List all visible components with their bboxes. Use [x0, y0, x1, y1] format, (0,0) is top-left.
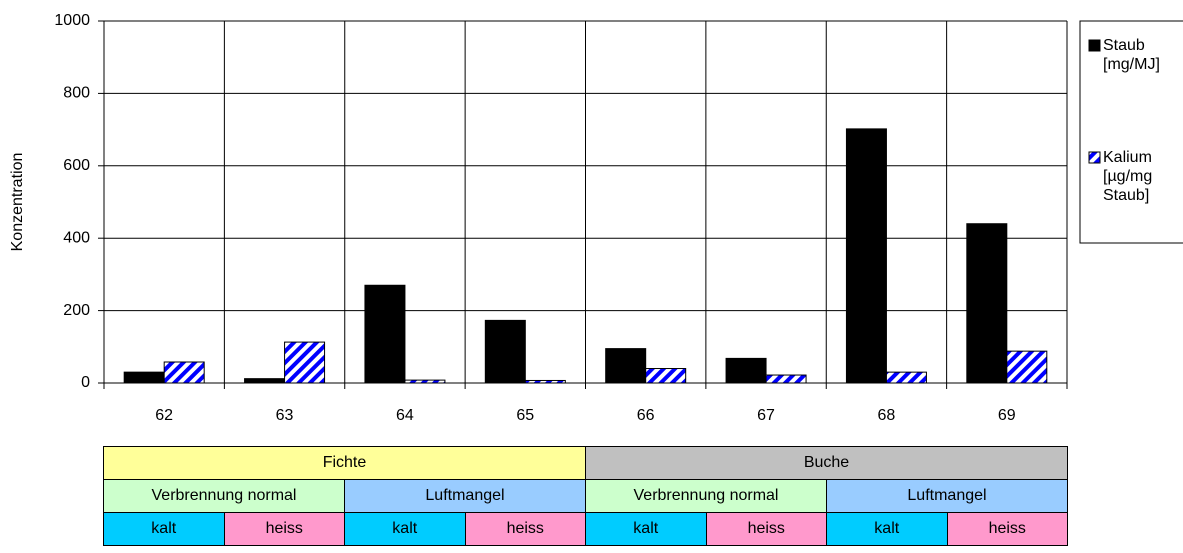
table-cell: kalt: [103, 512, 225, 546]
table-cell: Fichte: [103, 446, 586, 480]
y-tick-label: 600: [63, 157, 90, 174]
y-tick-label: 800: [63, 85, 90, 102]
table-cell: kalt: [344, 512, 466, 546]
table-row: Verbrennung normal Luftmangel Verbrennung …: [103, 479, 1068, 513]
table-cell: kalt: [826, 512, 948, 546]
legend-label: Staub [mg/MJ]: [1103, 37, 1160, 73]
bar: [123, 371, 165, 384]
table-row: kalt heiss kalt heiss kalt heiss kalt heiss: [103, 512, 1068, 546]
table-cell: Verbrennung normal: [103, 479, 345, 513]
legend-label: Kalium [µg/mg Staub]: [1103, 149, 1153, 204]
bar: [725, 357, 767, 384]
bar: [163, 361, 205, 384]
bar: [765, 374, 807, 384]
bar: [885, 371, 927, 384]
y-tick-label: 1000: [54, 12, 90, 29]
bar: [284, 341, 326, 384]
table-cell: Luftmangel: [344, 479, 586, 513]
x-tick-label: 64: [396, 407, 414, 424]
legend-swatch: [1088, 39, 1101, 52]
bar: [966, 223, 1008, 384]
y-tick-label: 200: [63, 302, 90, 319]
table-row: Fichte Buche: [103, 446, 1068, 480]
legend-box: [1079, 20, 1183, 244]
table-cell: Luftmangel: [826, 479, 1068, 513]
x-tick-label: 69: [998, 407, 1016, 424]
x-tick-label: 65: [516, 407, 534, 424]
table-cell: kalt: [585, 512, 707, 546]
y-tick-label: 0: [81, 374, 90, 391]
table-cell: heiss: [223, 512, 345, 546]
bar: [605, 348, 647, 384]
table-cell: heiss: [705, 512, 827, 546]
bar: [1006, 350, 1048, 384]
bar: [484, 319, 526, 384]
table-cell: heiss: [464, 512, 586, 546]
table-cell: heiss: [946, 512, 1068, 546]
bar: [524, 379, 566, 384]
x-tick-label: 68: [878, 407, 896, 424]
x-tick-label: 67: [757, 407, 775, 424]
x-tick-label: 62: [155, 407, 173, 424]
y-tick-label: 400: [63, 229, 90, 246]
bar: [244, 378, 286, 384]
x-tick-label: 63: [276, 407, 294, 424]
y-axis-label: Konzentration: [9, 153, 26, 252]
legend-swatch: [1088, 151, 1101, 164]
bar: [364, 284, 406, 384]
table-cell: Verbrennung normal: [585, 479, 827, 513]
bar: [645, 368, 687, 384]
bar: [404, 379, 446, 384]
table-cell: Buche: [585, 446, 1068, 480]
bar: [845, 128, 887, 384]
x-tick-label: 66: [637, 407, 655, 424]
category-table: Fichte Buche Verbrennung normal Luftmangel V…: [103, 446, 1068, 546]
